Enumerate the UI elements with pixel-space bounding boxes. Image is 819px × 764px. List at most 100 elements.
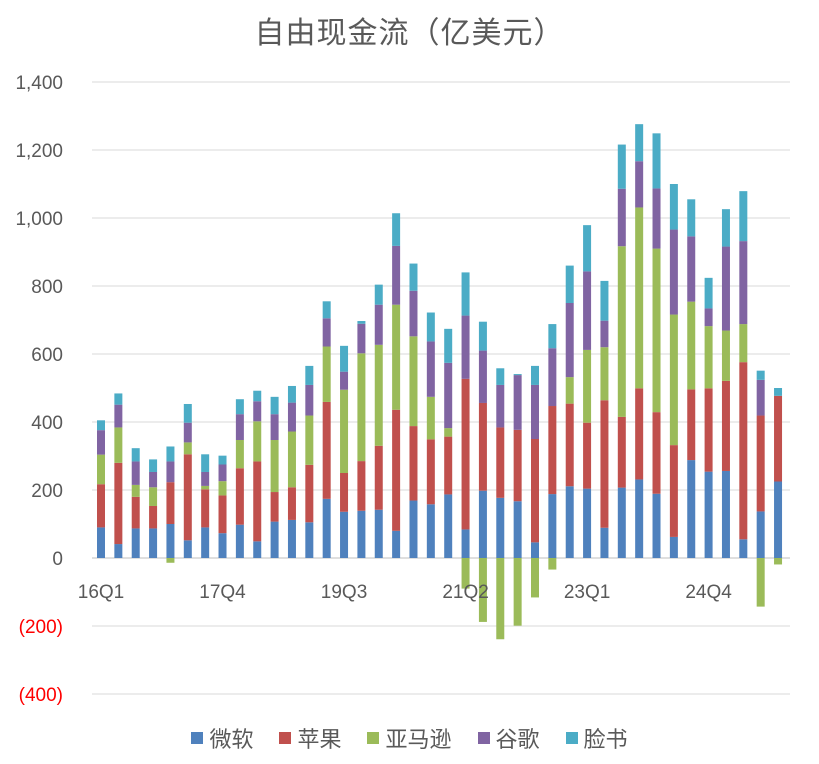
bar-segment xyxy=(583,349,592,423)
bar-segment xyxy=(444,362,453,429)
bar-segment xyxy=(600,400,609,528)
legend-item: 苹果 xyxy=(279,722,341,754)
bar-segment xyxy=(287,487,296,520)
bar-segment xyxy=(183,442,192,455)
bar-segment xyxy=(183,422,192,443)
bar-segment xyxy=(669,184,678,230)
bar-segment xyxy=(444,436,453,495)
bar-segment xyxy=(426,504,435,558)
bar-segment xyxy=(235,414,244,441)
bar-segment xyxy=(201,489,210,528)
bar-stack xyxy=(756,370,765,607)
bar-stack xyxy=(721,209,730,558)
bar-segment xyxy=(97,484,105,528)
bar-segment xyxy=(548,324,557,349)
bar-segment xyxy=(461,558,470,589)
bar-segment xyxy=(635,124,644,162)
bar-segment xyxy=(166,482,175,524)
bar-segment xyxy=(565,403,574,487)
bar-segment xyxy=(305,522,314,558)
bar-segment xyxy=(374,284,383,305)
bar-segment xyxy=(531,365,539,385)
bar-segment xyxy=(461,315,470,379)
legend-label: 谷歌 xyxy=(495,728,540,753)
bar-stack xyxy=(97,420,105,558)
bar-segment xyxy=(131,484,140,497)
bar-segment xyxy=(635,207,644,389)
bar-segment xyxy=(721,380,730,471)
bar-segment xyxy=(218,495,227,534)
bar-segment xyxy=(669,536,678,558)
bar-stack xyxy=(513,374,522,626)
bar-segment xyxy=(444,428,453,437)
bar-segment xyxy=(565,265,574,303)
bar-segment xyxy=(392,304,401,410)
bar-segment xyxy=(183,540,192,558)
bar-segment xyxy=(583,422,592,489)
bar-stack xyxy=(287,385,296,558)
bar-segment xyxy=(287,519,296,558)
bar-segment xyxy=(548,494,557,558)
bar-segment xyxy=(739,362,748,540)
bar-stack xyxy=(426,312,435,558)
bar-segment xyxy=(496,368,505,385)
bar-segment xyxy=(774,395,783,482)
bar-segment xyxy=(652,412,661,494)
bar-stack xyxy=(565,265,574,558)
y-tick-label: (200) xyxy=(19,617,63,638)
bar-segment xyxy=(617,188,626,247)
bar-stack xyxy=(739,191,748,558)
bar-segment xyxy=(478,558,487,622)
bar-segment xyxy=(305,415,314,465)
bar-segment xyxy=(548,406,557,495)
y-tick-label: 800 xyxy=(31,277,63,298)
bar-segment xyxy=(444,494,453,558)
bar-segment xyxy=(409,290,418,337)
bar-segment xyxy=(305,384,314,416)
bar-segment xyxy=(322,346,331,402)
bar-segment xyxy=(583,271,592,350)
bar-segment xyxy=(617,416,626,488)
bar-segment xyxy=(478,402,487,491)
bar-segment xyxy=(635,161,644,208)
bar-segment xyxy=(721,470,730,558)
bar-segment xyxy=(114,427,123,463)
bar-segment xyxy=(774,558,783,565)
bar-segment xyxy=(583,225,592,272)
bar-segment xyxy=(548,558,557,570)
bar-segment xyxy=(97,527,105,558)
bar-segment xyxy=(652,133,661,189)
bar-segment xyxy=(565,486,574,558)
bar-segment xyxy=(635,479,644,558)
bar-segment xyxy=(704,388,713,472)
y-tick-label: 1,000 xyxy=(15,209,63,230)
x-tick-label: 21Q2 xyxy=(442,582,488,603)
bar-segment xyxy=(392,245,401,305)
bar-stack xyxy=(409,263,418,558)
legend: 微软 苹果 亚马逊 谷歌 脸书 xyxy=(0,722,819,754)
bar-segment xyxy=(756,379,765,416)
x-axis-labels: 16Q1 17Q4 19Q3 21Q2 23Q1 24Q4 xyxy=(78,582,733,603)
bar-stack xyxy=(461,272,470,589)
bar-segment xyxy=(97,430,105,455)
bar-stack xyxy=(218,455,227,558)
bar-stack xyxy=(305,365,314,558)
bar-segment xyxy=(496,558,505,640)
bar-segment xyxy=(201,471,210,486)
bar-segment xyxy=(496,384,505,428)
bar-segment xyxy=(374,509,383,558)
bar-segment xyxy=(270,521,279,558)
bar-segment xyxy=(340,473,349,512)
bar-segment xyxy=(687,460,696,558)
y-tick-label: 0 xyxy=(52,549,63,570)
bar-segment xyxy=(444,328,453,363)
legend-swatch xyxy=(565,732,578,744)
bar-segment xyxy=(357,323,366,354)
bar-segment xyxy=(357,321,366,324)
bar-segment xyxy=(218,533,227,558)
bar-segment xyxy=(652,188,661,249)
bar-segment xyxy=(340,511,349,558)
bar-segment xyxy=(166,461,175,483)
bar-stack xyxy=(444,328,453,558)
